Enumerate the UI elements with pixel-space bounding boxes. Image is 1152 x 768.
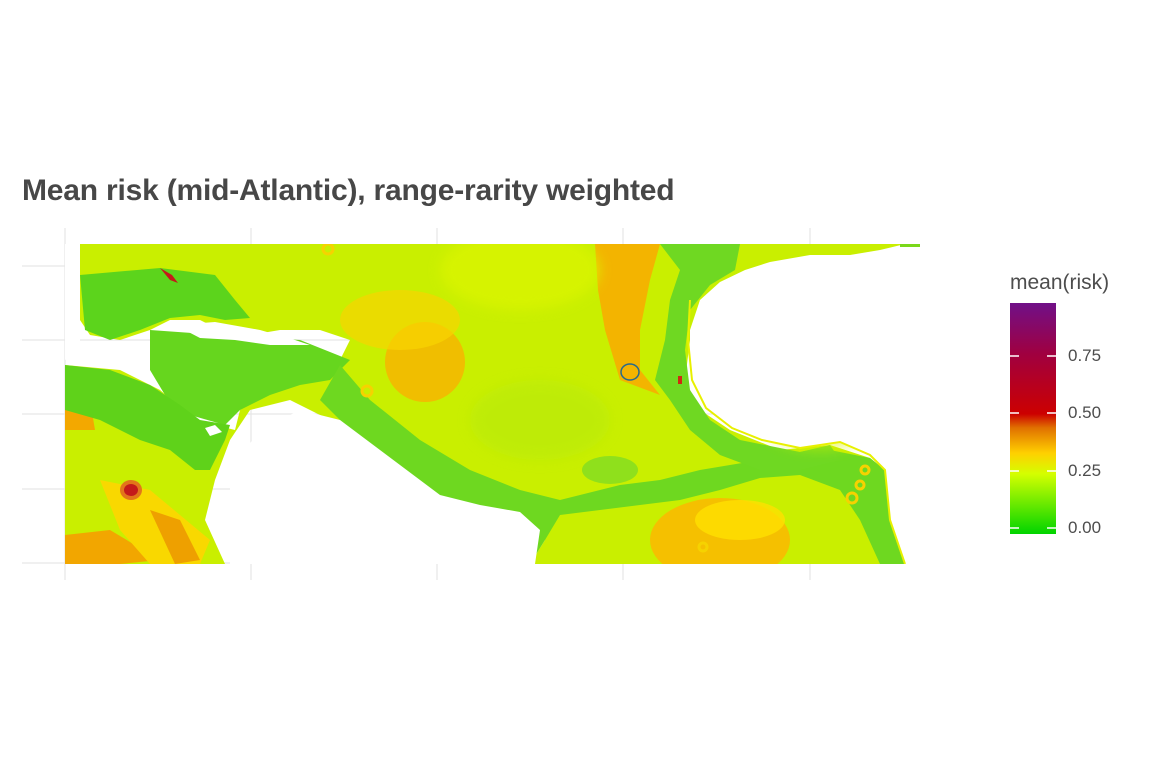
land-cuba xyxy=(175,322,310,345)
small-patch-ne xyxy=(900,244,920,247)
south-halo xyxy=(695,500,785,540)
land-panama-gulf xyxy=(205,425,222,436)
coast-fringe xyxy=(686,299,906,564)
plot-title: Mean risk (mid-Atlantic), range-rarity w… xyxy=(22,174,675,207)
atlantic-hotspot xyxy=(595,244,660,395)
central-halo xyxy=(340,290,460,350)
caribbean-green xyxy=(150,330,350,425)
land xyxy=(65,244,965,564)
legend-tick-label: 0.75 xyxy=(1068,346,1102,365)
sw-orange-band xyxy=(65,530,160,564)
red-hotspots xyxy=(120,268,682,500)
hotspot-bermuda-ring xyxy=(620,363,640,381)
land-west-corner xyxy=(65,244,80,360)
legend-tick-label: 0.00 xyxy=(1068,518,1102,537)
hotspot-gulf xyxy=(160,268,178,283)
legend-title: mean(risk) xyxy=(1010,271,1110,294)
legend-tick-label: 0.25 xyxy=(1068,461,1102,480)
sw-orange-2 xyxy=(150,510,200,564)
land-south-america xyxy=(230,410,540,564)
legend-tick-marks xyxy=(1010,355,1056,529)
gulf-coast-green xyxy=(80,268,250,340)
central-america-green xyxy=(65,365,230,470)
land-northeast xyxy=(690,244,965,564)
mid-atlantic-green xyxy=(582,456,638,484)
island-rings xyxy=(321,244,871,553)
soft-green-1 xyxy=(470,380,610,460)
risk-raster xyxy=(65,244,965,564)
legend-tick-label: 0.50 xyxy=(1068,403,1102,422)
legend-colorbar xyxy=(1010,303,1056,534)
hotspot-us xyxy=(678,376,682,384)
soft-yellow-1 xyxy=(440,244,600,310)
us-coast-green xyxy=(655,244,840,470)
